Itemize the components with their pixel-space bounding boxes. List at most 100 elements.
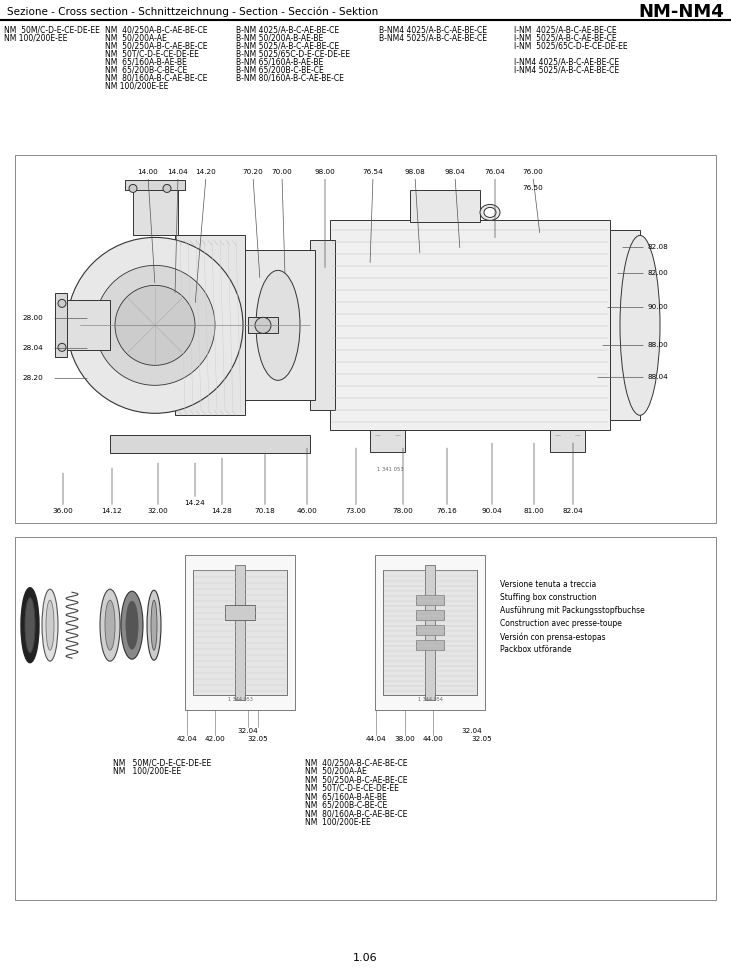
Ellipse shape bbox=[115, 285, 195, 365]
Bar bbox=[375, 555, 485, 710]
Text: NM  50/250A-B-C-AE-BE-CE: NM 50/250A-B-C-AE-BE-CE bbox=[305, 775, 407, 785]
Text: 44.00: 44.00 bbox=[423, 736, 444, 743]
Bar bbox=[310, 240, 335, 410]
Text: B-NM 5025/A-B-C-AE-BE-CE: B-NM 5025/A-B-C-AE-BE-CE bbox=[236, 41, 339, 51]
Ellipse shape bbox=[121, 591, 143, 659]
Text: I-NM  4025/A-B-C-AE-BE-CE: I-NM 4025/A-B-C-AE-BE-CE bbox=[514, 25, 617, 34]
Ellipse shape bbox=[25, 598, 35, 653]
Ellipse shape bbox=[480, 204, 500, 221]
Text: 28.20: 28.20 bbox=[22, 375, 42, 381]
Text: 76.16: 76.16 bbox=[436, 508, 458, 514]
Text: B-NM4 5025/A-B-C-AE-BE-CE: B-NM4 5025/A-B-C-AE-BE-CE bbox=[379, 33, 487, 43]
Text: 90.00: 90.00 bbox=[648, 305, 669, 311]
Text: NM 100/200E-EE: NM 100/200E-EE bbox=[4, 33, 67, 43]
Bar bbox=[240, 250, 315, 401]
Ellipse shape bbox=[95, 266, 215, 385]
Text: NM  65/160A-B-AE-BE: NM 65/160A-B-AE-BE bbox=[305, 792, 387, 801]
Text: B-NM 50/200A-B-AE-BE: B-NM 50/200A-B-AE-BE bbox=[236, 33, 323, 43]
Bar bbox=[370, 430, 405, 452]
Text: NM  40/250A-B-C-AE-BE-CE: NM 40/250A-B-C-AE-BE-CE bbox=[105, 25, 208, 34]
Ellipse shape bbox=[126, 601, 138, 649]
Bar bbox=[15, 537, 716, 900]
Text: 28.00: 28.00 bbox=[22, 316, 42, 321]
Text: I-NM4 5025/A-B-C-AE-BE-CE: I-NM4 5025/A-B-C-AE-BE-CE bbox=[514, 65, 619, 74]
Text: 88.04: 88.04 bbox=[648, 374, 669, 380]
Text: 28.04: 28.04 bbox=[22, 345, 42, 352]
Text: I-NM  5025/A-B-C-AE-BE-CE: I-NM 5025/A-B-C-AE-BE-CE bbox=[514, 33, 617, 43]
Text: NM  40/250A-B-C-AE-BE-CE: NM 40/250A-B-C-AE-BE-CE bbox=[305, 758, 407, 767]
Text: NM  80/160A-B-C-AE-BE-CE: NM 80/160A-B-C-AE-BE-CE bbox=[105, 73, 208, 82]
Bar bbox=[300, 318, 325, 333]
Text: 78.00: 78.00 bbox=[393, 508, 413, 514]
Text: 44.04: 44.04 bbox=[366, 736, 387, 743]
Text: NM  65/160A-B-AE-BE: NM 65/160A-B-AE-BE bbox=[105, 58, 186, 66]
Bar bbox=[550, 430, 585, 452]
Bar bbox=[125, 181, 185, 191]
Ellipse shape bbox=[484, 207, 496, 218]
Text: B-NM 5025/65C-D-E-CE-DE-EE: B-NM 5025/65C-D-E-CE-DE-EE bbox=[236, 50, 350, 59]
Text: NM   50M/C-D-E-CE-DE-EE: NM 50M/C-D-E-CE-DE-EE bbox=[113, 758, 211, 767]
Text: 82.08: 82.08 bbox=[648, 244, 669, 250]
Text: 70.00: 70.00 bbox=[272, 169, 292, 176]
Ellipse shape bbox=[163, 185, 171, 192]
Ellipse shape bbox=[105, 600, 115, 650]
Ellipse shape bbox=[21, 588, 39, 662]
Text: 70.18: 70.18 bbox=[254, 508, 276, 514]
Text: I-NM  5025/65C-D-E-CE-DE-EE: I-NM 5025/65C-D-E-CE-DE-EE bbox=[514, 41, 628, 51]
Text: 1.06: 1.06 bbox=[352, 953, 377, 963]
Text: NM  80/160A-B-C-AE-BE-CE: NM 80/160A-B-C-AE-BE-CE bbox=[305, 809, 407, 818]
Text: 98.04: 98.04 bbox=[444, 169, 466, 176]
Bar bbox=[55, 293, 67, 358]
Text: 76.00: 76.00 bbox=[523, 169, 543, 176]
Text: B-NM 80/160A-B-C-AE-BE-CE: B-NM 80/160A-B-C-AE-BE-CE bbox=[236, 73, 344, 82]
Bar bbox=[235, 566, 245, 701]
Text: 14.04: 14.04 bbox=[167, 169, 189, 176]
Bar bbox=[185, 555, 295, 710]
Text: 81.00: 81.00 bbox=[523, 508, 545, 514]
Ellipse shape bbox=[129, 185, 137, 192]
Text: 14.24: 14.24 bbox=[185, 500, 205, 506]
Text: NM  50/200A-AE: NM 50/200A-AE bbox=[105, 33, 167, 43]
Ellipse shape bbox=[287, 311, 311, 340]
Ellipse shape bbox=[42, 589, 58, 661]
Text: Versione tenuta a treccia: Versione tenuta a treccia bbox=[500, 580, 596, 589]
Text: 73.00: 73.00 bbox=[346, 508, 366, 514]
Text: 32.04: 32.04 bbox=[461, 728, 482, 734]
Text: 1 344 054: 1 344 054 bbox=[417, 698, 442, 702]
Bar bbox=[110, 436, 310, 453]
Text: 82.04: 82.04 bbox=[563, 508, 583, 514]
Text: 36.00: 36.00 bbox=[53, 508, 73, 514]
Bar bbox=[320, 250, 335, 401]
Bar bbox=[416, 595, 444, 605]
Text: 32.05: 32.05 bbox=[248, 736, 268, 743]
Text: NM  65/200B-C-BE-CE: NM 65/200B-C-BE-CE bbox=[105, 65, 187, 74]
Bar bbox=[416, 625, 444, 635]
Text: NM  50M/C-D-E-CE-DE-EE: NM 50M/C-D-E-CE-DE-EE bbox=[4, 25, 100, 34]
Ellipse shape bbox=[100, 589, 120, 661]
Bar bbox=[225, 605, 255, 620]
Text: 42.00: 42.00 bbox=[205, 736, 225, 743]
Text: Ausführung mit Packungsstopfbuchse: Ausführung mit Packungsstopfbuchse bbox=[500, 606, 645, 616]
Bar bbox=[285, 311, 313, 340]
Bar bbox=[60, 300, 110, 351]
Text: Stuffing box construction: Stuffing box construction bbox=[500, 593, 596, 602]
Text: 14.12: 14.12 bbox=[102, 508, 122, 514]
Text: NM  50T/C-D-E-CE-DE-EE: NM 50T/C-D-E-CE-DE-EE bbox=[105, 50, 199, 59]
Text: 32.00: 32.00 bbox=[148, 508, 168, 514]
Bar bbox=[175, 235, 245, 415]
Text: Construction avec presse-toupe: Construction avec presse-toupe bbox=[500, 619, 622, 628]
Bar bbox=[248, 318, 278, 333]
Text: 32.04: 32.04 bbox=[238, 728, 258, 734]
Bar bbox=[383, 571, 477, 696]
Text: Packbox utförande: Packbox utförande bbox=[500, 645, 572, 655]
Bar bbox=[416, 611, 444, 620]
Text: Sezione - Cross section - Schnittzeichnung - Section - Sección - Sektion: Sezione - Cross section - Schnittzeichnu… bbox=[7, 6, 378, 17]
Ellipse shape bbox=[58, 299, 66, 308]
Bar bbox=[15, 155, 716, 524]
Text: 14.20: 14.20 bbox=[196, 169, 216, 176]
Text: 14.00: 14.00 bbox=[137, 169, 159, 176]
Ellipse shape bbox=[67, 237, 243, 413]
Text: NM  50/200A-AE: NM 50/200A-AE bbox=[305, 767, 367, 776]
Text: 42.04: 42.04 bbox=[177, 736, 197, 743]
Text: 76.04: 76.04 bbox=[485, 169, 505, 176]
